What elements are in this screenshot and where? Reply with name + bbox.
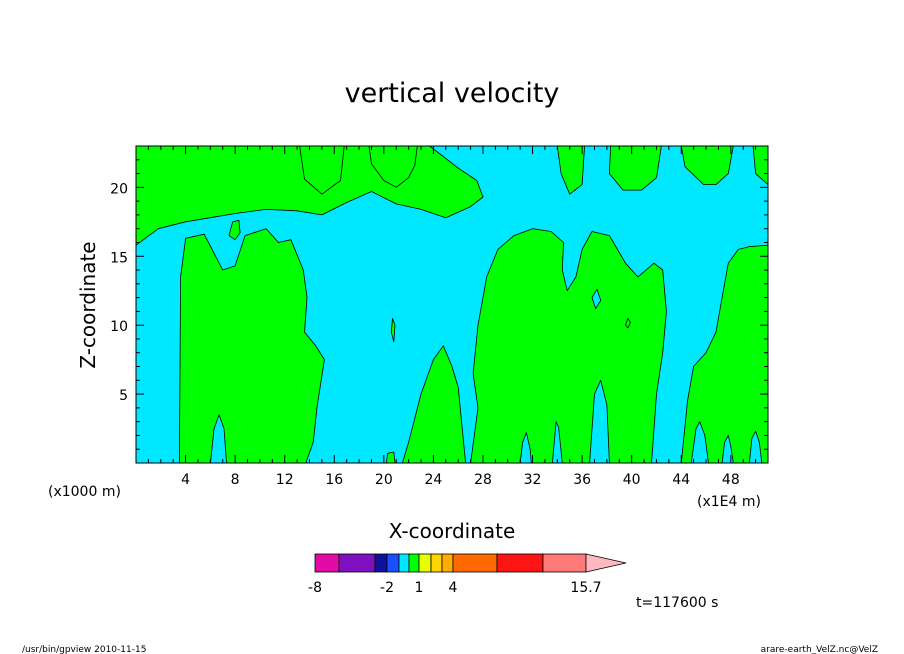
y-tick-label: 5 bbox=[119, 388, 128, 404]
x-axis-label: X-coordinate bbox=[389, 519, 516, 543]
x-tick-label: 48 bbox=[722, 472, 740, 488]
x-unit-label: (x1000 m) bbox=[48, 484, 121, 500]
colorbar-segment bbox=[430, 553, 443, 573]
y-axis-label: Z-coordinate bbox=[76, 241, 100, 368]
negative-region-0 bbox=[209, 414, 227, 463]
positive-region-6 bbox=[752, 146, 768, 186]
colorbar-segment bbox=[398, 553, 410, 573]
negative-region-7 bbox=[591, 288, 602, 310]
contour-regions bbox=[136, 146, 768, 463]
colorbar-segment bbox=[338, 553, 376, 573]
positive-region-10 bbox=[680, 244, 768, 463]
positive-region-9 bbox=[470, 228, 667, 463]
x-tick-label: 32 bbox=[524, 472, 542, 488]
x-tick-label: 28 bbox=[474, 472, 492, 488]
footer-file: arare-earth_VelZ.nc@VelZ bbox=[761, 645, 878, 654]
positive-region-2 bbox=[299, 146, 345, 195]
colorbar-segment bbox=[441, 553, 454, 573]
x-tick-label: 20 bbox=[375, 472, 393, 488]
colorbar: -8 -2 1 4 15.7 bbox=[308, 553, 627, 596]
x-tick-label: 24 bbox=[424, 472, 442, 488]
colorbar-segment bbox=[542, 553, 587, 573]
x-tick-label: 8 bbox=[231, 472, 240, 488]
negative-region-2 bbox=[552, 421, 563, 463]
positive-region-8 bbox=[401, 345, 467, 463]
positive-speck-3 bbox=[625, 317, 631, 329]
negative-region-3 bbox=[589, 379, 610, 463]
x-tick-label: 40 bbox=[623, 472, 641, 488]
colorbar-label: 4 bbox=[449, 580, 458, 596]
y-tick-label: 20 bbox=[110, 181, 128, 197]
x-tick-label: 44 bbox=[672, 472, 690, 488]
x-tick-label: 36 bbox=[573, 472, 591, 488]
negative-region-6 bbox=[749, 430, 763, 463]
colorbar-segment bbox=[452, 553, 498, 573]
chart-title: vertical velocity bbox=[345, 78, 560, 109]
positive-region-5 bbox=[680, 146, 734, 186]
positive-speck-1 bbox=[390, 317, 396, 343]
colorbar-segment bbox=[418, 553, 432, 573]
colorbar-label: -8 bbox=[308, 580, 322, 596]
y-unit-label: (x1E4 m) bbox=[697, 494, 761, 510]
x-tick-label: 12 bbox=[276, 472, 294, 488]
x-tick-label: 4 bbox=[181, 472, 190, 488]
plot-frame bbox=[135, 145, 769, 464]
time-label: t=117600 s bbox=[636, 595, 718, 611]
y-tick-label: 15 bbox=[110, 250, 128, 266]
colorbar-segment bbox=[496, 553, 544, 573]
positive-speck-0 bbox=[228, 219, 241, 241]
colorbar-arrow bbox=[585, 553, 627, 573]
negative-region-1 bbox=[519, 432, 532, 463]
colorbar-segment bbox=[408, 553, 420, 573]
colorbar-segment bbox=[386, 553, 400, 573]
positive-region-7 bbox=[178, 228, 325, 463]
positive-speck-2 bbox=[385, 451, 396, 463]
negative-region-4 bbox=[690, 421, 709, 463]
footer-program: /usr/bin/gpview 2010-11-15 bbox=[22, 645, 146, 654]
colorbar-segment bbox=[314, 553, 340, 573]
positive-region-4 bbox=[609, 146, 662, 191]
y-tick-label: 10 bbox=[110, 319, 128, 335]
positive-region-3 bbox=[556, 146, 585, 195]
x-tick-label: 16 bbox=[325, 472, 343, 488]
colorbar-label: 1 bbox=[415, 580, 424, 596]
positive-region-1 bbox=[368, 146, 418, 188]
colorbar-label: 15.7 bbox=[570, 580, 601, 596]
colorbar-label: -2 bbox=[380, 580, 394, 596]
colorbar-segment bbox=[374, 553, 388, 573]
